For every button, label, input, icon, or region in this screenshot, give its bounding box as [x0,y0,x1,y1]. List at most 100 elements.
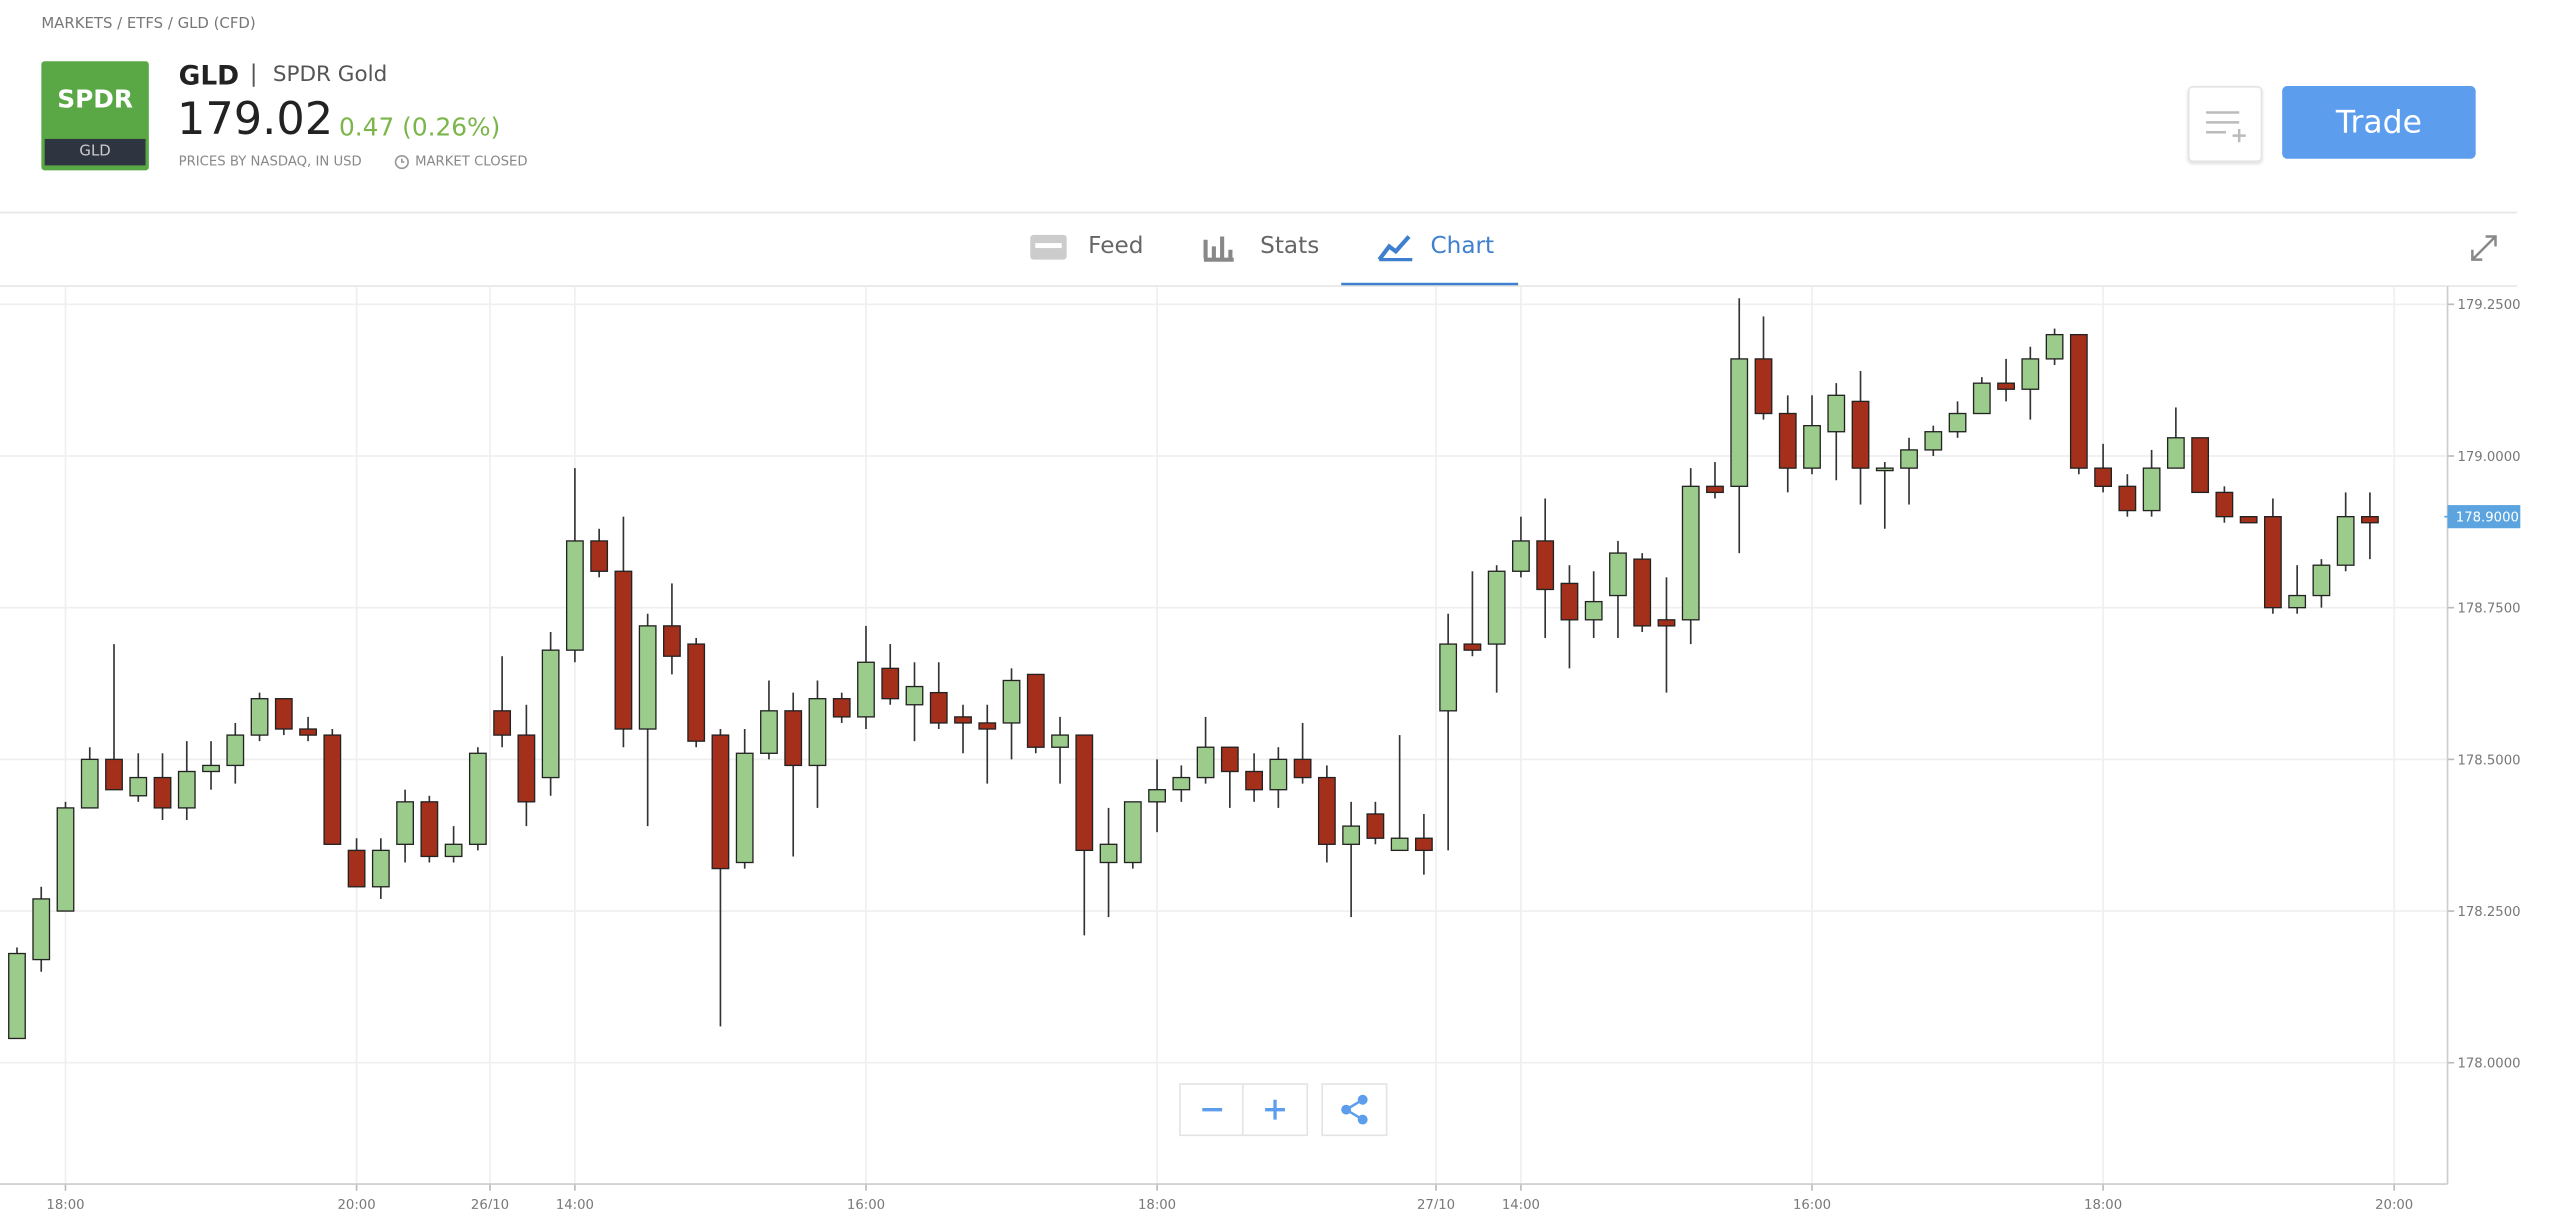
candle-body [1972,382,1991,415]
candle-body [1730,358,1749,487]
tab-active[interactable]: Chart [1430,233,1495,260]
x-tick-label: 26/10 [471,1198,509,1209]
candle-body [371,849,390,888]
candle-body [1148,789,1166,803]
candle-body [153,776,172,809]
candle-body [444,843,463,858]
candle-body [1196,746,1215,779]
candle-body [129,776,148,797]
x-tick-label: 18:00 [46,1198,84,1209]
candle-body [1463,643,1482,651]
candle-body [1609,552,1627,597]
candle-body [1560,582,1579,621]
candle-body [2094,467,2113,487]
tab[interactable]: Feed [1088,233,1144,260]
candle-body [978,722,997,730]
candle-body [1803,424,1821,469]
breadcrumb[interactable]: MARKETS / ETFS / GLD (CFD) [41,16,256,34]
candle-body [1051,734,1069,748]
candle-body [1245,770,1264,791]
feed-icon [1030,234,1067,260]
candle-body [1487,570,1506,645]
candle-body [614,570,633,730]
logo-band: GLD [44,138,146,166]
candle-body [2118,485,2137,512]
candle-body [274,698,293,730]
candle-body [1827,394,1846,433]
minus-icon [1202,1108,1223,1112]
tab-underline [1341,282,1519,287]
candle-body [468,752,487,845]
candle-body [1657,619,1676,627]
candle-body [954,716,972,724]
x-tick-label: 20:00 [338,1198,376,1209]
candle-body [1099,843,1118,864]
price-source: PRICES BY NASDAQ, IN USD [178,153,362,169]
candle-body [1366,813,1385,839]
candle-body [565,540,584,651]
candle-body [2142,467,2161,512]
candle-body [1706,485,1724,494]
candle-body [1075,734,1094,852]
candle-body [808,698,827,767]
tab[interactable]: Stats [1260,233,1320,260]
candle-body [1123,801,1142,864]
y-tick-label: 178.2500 [2457,905,2520,920]
zoom-out-button[interactable] [1179,1083,1246,1137]
separator: | [249,61,258,88]
candle-body [1317,776,1336,845]
candle-body [1924,431,1943,451]
candle-body [784,710,803,767]
candle-body [1584,600,1603,621]
candle-body [202,764,220,773]
trade-button[interactable]: Trade [2282,85,2476,159]
candle-body [80,758,99,809]
candle-body [1220,746,1239,773]
candle-body [2069,333,2088,469]
candle-body [1851,400,1870,469]
instrument-name: SPDR Gold [272,62,388,88]
candle-body [687,643,706,742]
candle-body [2288,594,2307,609]
candle-body [929,691,948,724]
candle-body [2263,516,2282,609]
y-tick-label: 178.5000 [2457,753,2520,768]
candle-body [493,710,512,736]
x-tick-label: 27/10 [1417,1198,1455,1209]
candle-body [1414,837,1433,852]
share-button[interactable] [1321,1083,1388,1137]
watchlist-icon [2206,111,2246,143]
y-tick-label: 178.0000 [2457,1057,2520,1072]
candle-body [2166,437,2185,469]
price-change: 0.47 (0.26%) [339,112,501,143]
candle-body [177,770,196,809]
candle-body [323,734,342,845]
zoom-in-button[interactable] [1241,1083,1309,1137]
candle-body [1681,485,1700,621]
y-tick-label: 179.2500 [2457,298,2520,313]
stats-icon [1203,236,1234,262]
candle-body [760,710,778,754]
y-tick-label: 179.0000 [2457,450,2520,465]
candle-body [250,698,269,736]
candle-body [541,649,560,779]
candle-body [590,540,609,572]
plus-icon [1265,1099,1285,1120]
expand-icon[interactable] [2467,232,2500,265]
candle-body [1778,412,1797,469]
watchlist-button[interactable] [2187,85,2263,163]
candle-body [299,728,317,736]
candle-body [1172,776,1191,791]
candle-body [2239,516,2258,524]
candle-body [832,698,851,718]
candle-body [1754,358,1773,415]
candle-body [517,734,536,803]
candle-body [663,625,681,657]
candle-body [1293,758,1312,779]
logo: SPDR GLD [41,61,149,171]
candle-body [420,801,439,858]
candle-body [638,625,657,730]
